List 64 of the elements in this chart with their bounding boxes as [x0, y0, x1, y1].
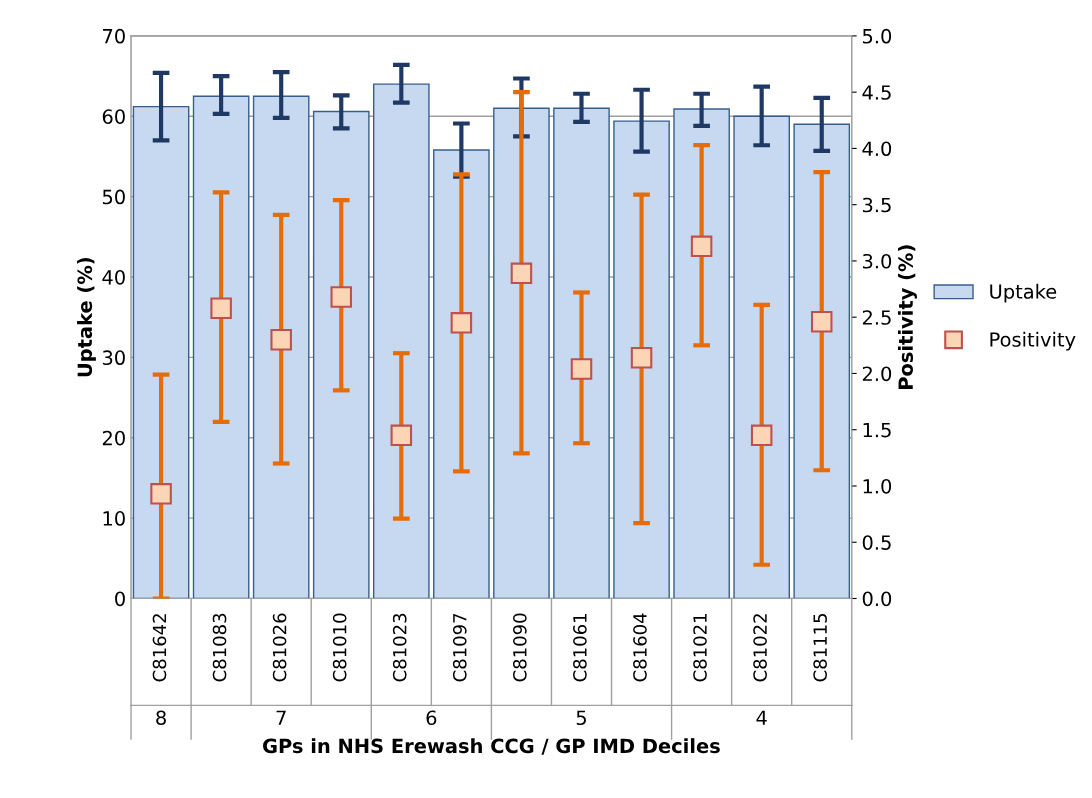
x-tick-label: C81642 — [152, 614, 167, 682]
y2-tick-label: 2.5 — [862, 310, 891, 325]
bar — [793, 123, 851, 599]
point — [570, 358, 593, 380]
y-tick-label: 60 — [102, 109, 125, 124]
y-tick-label: 50 — [102, 189, 125, 205]
bar — [673, 108, 730, 599]
y-tick-label: 0 — [115, 591, 125, 607]
bar — [372, 83, 430, 599]
bar — [433, 149, 490, 599]
x-axis-title: GPs in NHS Erewash CCG / GP IMD Deciles — [263, 738, 720, 755]
y-tick-label: 20 — [102, 430, 125, 446]
bar — [613, 120, 670, 599]
bar — [312, 110, 370, 599]
y-tick-label: 30 — [102, 350, 125, 366]
x-tick-label: C81023 — [392, 613, 407, 682]
legend-label: Positivity — [990, 331, 1076, 351]
point — [270, 328, 292, 351]
point — [510, 262, 533, 285]
x-tick-label: C81022 — [753, 614, 767, 682]
x-tick-label: C81115 — [813, 613, 827, 682]
x-tick-label: C81010 — [332, 613, 347, 682]
y-axis-title: Uptake (%) — [77, 258, 96, 377]
text: 6 — [426, 710, 437, 726]
x-tick-label: C81097 — [452, 613, 467, 682]
x-tick-label: C81090 — [513, 613, 527, 682]
bar — [132, 105, 190, 599]
text: 8 — [156, 710, 166, 726]
y2-tick-label: 4.5 — [862, 85, 891, 100]
x-tick-label: C81604 — [633, 613, 647, 682]
point — [630, 346, 653, 369]
point — [390, 424, 413, 447]
point — [810, 310, 833, 333]
x-tick-label: C81061 — [573, 614, 587, 682]
y2-tick-label: 1.5 — [863, 422, 891, 438]
text: 5 — [576, 710, 586, 726]
y-tick-label: 10 — [103, 511, 125, 526]
bar — [553, 107, 610, 599]
y2-tick-label: 0.0 — [862, 591, 892, 607]
y2-axis-title: Positivity (%) — [897, 245, 917, 389]
point — [450, 312, 473, 334]
x-tick-label: C81026 — [272, 613, 287, 682]
y-tick-label: 40 — [102, 269, 125, 285]
y2-tick-label: 2.0 — [862, 366, 892, 382]
legend-label: Uptake — [990, 283, 1057, 303]
y2-tick-label: 4.0 — [862, 141, 892, 157]
y2-tick-label: 3.0 — [862, 253, 892, 269]
point — [750, 424, 773, 447]
point — [330, 286, 353, 308]
y-tick-label: 70 — [103, 28, 125, 44]
point — [690, 235, 713, 258]
bar — [252, 95, 310, 599]
x-tick-label: C81083 — [212, 613, 227, 682]
y2-tick-label: 0.5 — [862, 535, 891, 550]
text: 4 — [756, 710, 767, 725]
point — [210, 297, 232, 319]
point — [150, 483, 172, 505]
text: 7 — [276, 710, 286, 725]
y2-tick-label: 1.0 — [863, 478, 892, 494]
x-tick-label: C81021 — [693, 614, 707, 682]
y2-tick-label: 5.0 — [862, 28, 892, 44]
y2-tick-label: 3.5 — [862, 197, 891, 213]
bar — [192, 95, 250, 599]
bar — [733, 115, 790, 599]
